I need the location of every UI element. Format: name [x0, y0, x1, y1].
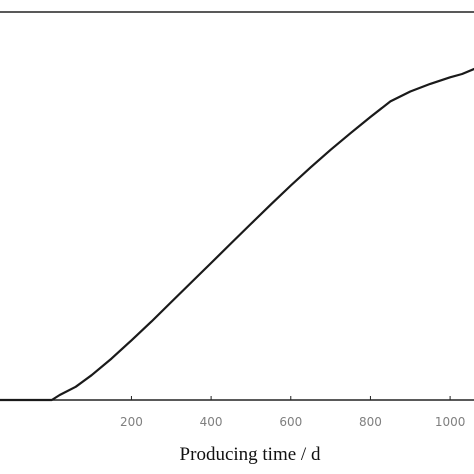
- x-tick-label: 1000: [435, 415, 466, 429]
- x-tick-label: 600: [279, 415, 302, 429]
- plot-border: [0, 11, 474, 401]
- x-tick-label: 800: [359, 415, 382, 429]
- plot-frame: [0, 11, 474, 401]
- x-axis-title: Producing time / d: [180, 444, 321, 465]
- series-line: [0, 67, 474, 402]
- x-tick-label: 200: [120, 415, 143, 429]
- x-axis-ticks: 200 400 600 800 1000: [120, 396, 465, 429]
- x-tick-label: 400: [200, 415, 223, 429]
- series-layer: [0, 67, 474, 402]
